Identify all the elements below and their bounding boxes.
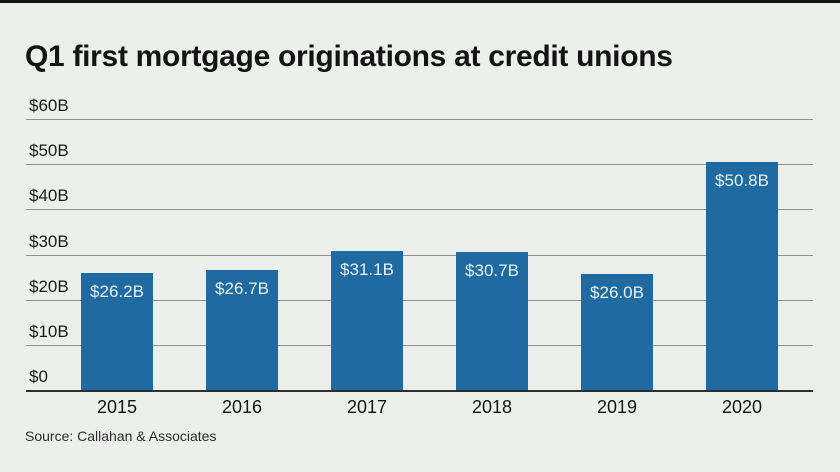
- ytick-label-$60B: $60B: [29, 96, 69, 115]
- ytick-label-$40B: $40B: [29, 186, 69, 206]
- bar-2016: $26.7B: [206, 270, 278, 391]
- bar-value-label-2018: $30.7B: [465, 261, 519, 281]
- bar-2017: $31.1B: [331, 250, 403, 391]
- ytick-label-$30B: $30B: [29, 231, 69, 251]
- bar-2015: $26.2B: [81, 272, 153, 391]
- ytick-label-$50B: $50B: [29, 141, 69, 161]
- gridline-$10B: [26, 344, 813, 346]
- xtick-label-2019: 2019: [596, 397, 638, 417]
- xtick-label-2016: 2016: [221, 397, 263, 417]
- gridline-$50B: [26, 164, 813, 166]
- ytick-label-$10B: $10B: [29, 321, 69, 341]
- ytick-label-$0: $0: [29, 367, 48, 386]
- gridline-$40B: [26, 209, 813, 211]
- bar-value-label-2020: $50.8B: [715, 170, 769, 190]
- xtick-label-2018: 2018: [471, 397, 513, 417]
- xtick-label-2017: 2017: [346, 397, 388, 417]
- chart-title: Q1 first mortgage originations at credit…: [25, 40, 673, 74]
- bar-2020: $50.8B: [706, 161, 778, 391]
- ytick-label-$20B: $20B: [29, 276, 69, 296]
- bar-value-label-2017: $31.1B: [340, 259, 394, 279]
- plot-area: $0 $10B $20B $30B $40B $50B $60B $26.2B $26.7B $3…: [26, 96, 813, 392]
- gridline-$60B: [26, 119, 813, 120]
- top-rule: [0, 0, 840, 3]
- xtick-label-2015: 2015: [96, 397, 138, 417]
- gridline-$30B: [26, 254, 813, 256]
- bar-value-label-2016: $26.7B: [215, 279, 269, 299]
- bar-2019: $26.0B: [581, 273, 653, 391]
- bar-2018: $30.7B: [456, 252, 528, 391]
- gridline-$20B: [26, 299, 813, 301]
- x-axis-baseline: [26, 390, 813, 392]
- bar-value-label-2015: $26.2B: [90, 281, 144, 301]
- source-attribution: Source: Callahan & Associates: [25, 428, 217, 444]
- bar-value-label-2019: $26.0B: [590, 282, 644, 302]
- xtick-label-2020: 2020: [721, 397, 763, 417]
